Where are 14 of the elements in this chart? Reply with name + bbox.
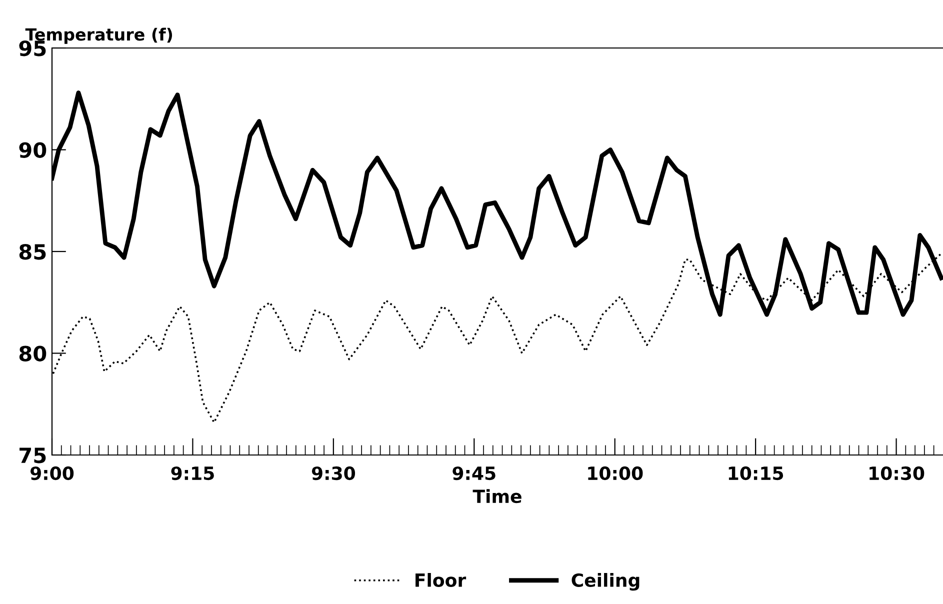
x-tick-label: 10:30 — [870, 466, 924, 480]
y-tick-label: 90 — [19, 142, 46, 158]
y-tick-label: 80 — [19, 346, 46, 362]
x-tick-label: 9:45 — [452, 466, 496, 480]
y-tick-label: 85 — [19, 244, 46, 260]
x-tick-label: 10:00 — [588, 466, 643, 480]
x-tick-label: 9:30 — [312, 466, 356, 480]
x-axis-title: Time — [472, 489, 522, 504]
x-tick-label: 9:00 — [30, 466, 74, 480]
y-tick-label: 75 — [20, 448, 46, 464]
legend-label: Floor — [416, 573, 466, 587]
x-tick-label: 10:15 — [728, 466, 784, 480]
legend-label: Ceiling — [572, 573, 640, 591]
x-tick-label: 9:15 — [171, 466, 214, 480]
